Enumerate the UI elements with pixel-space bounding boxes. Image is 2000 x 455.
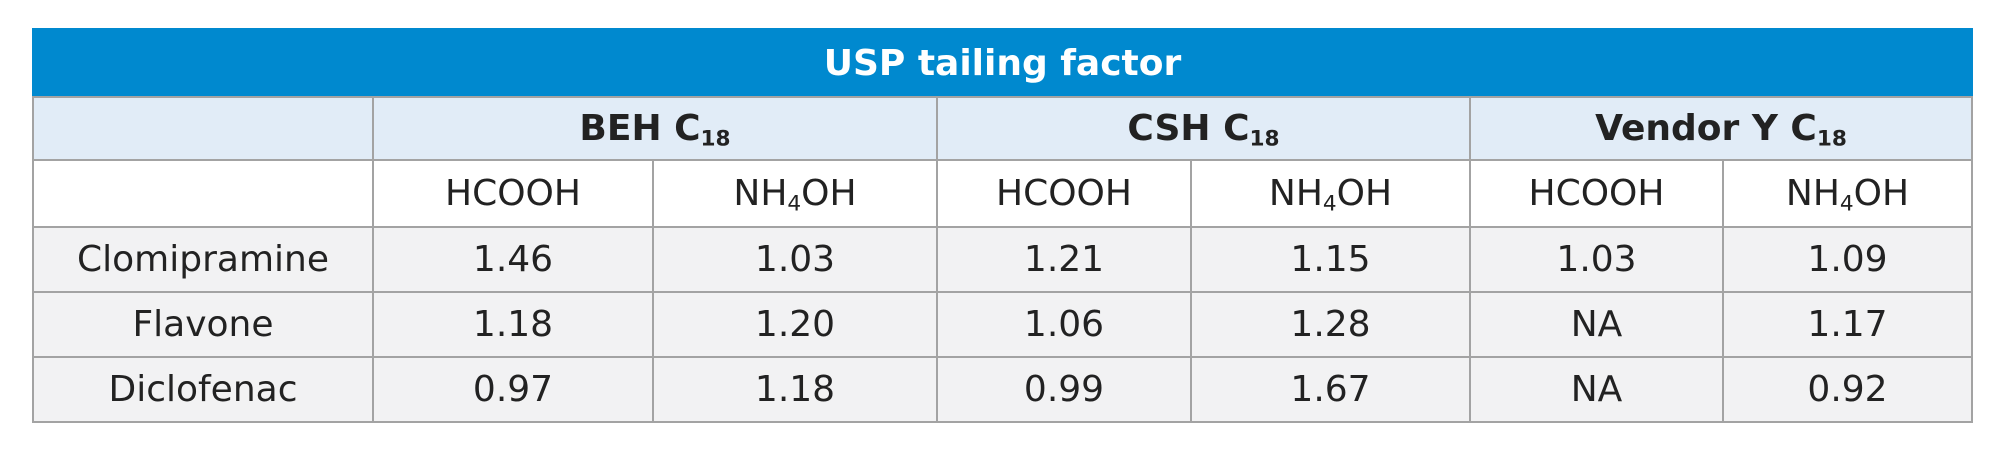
group-header: BEH C18 (372, 96, 938, 161)
text-part: NH (1268, 173, 1323, 214)
subscript: 4 (1839, 191, 1854, 217)
text-part: CSH C (1127, 108, 1250, 149)
text-part: NH (733, 173, 788, 214)
value-cell: 1.17 (1721, 291, 1974, 358)
empty-cell (32, 96, 374, 161)
value-cell: 1.09 (1721, 226, 1974, 293)
value-cell: 1.03 (652, 226, 938, 293)
data-row: Flavone 1.18 1.20 1.06 1.28 NA 1.17 (32, 291, 1974, 358)
text-part: NH (1785, 173, 1840, 214)
value-cell: 1.18 (372, 291, 654, 358)
row-label: Clomipramine (32, 226, 374, 293)
subscript: 4 (787, 191, 802, 217)
value-cell: 1.21 (936, 226, 1192, 293)
value-cell: 0.99 (936, 356, 1192, 423)
value-cell: 1.67 (1190, 356, 1471, 423)
value-cell: 1.20 (652, 291, 938, 358)
row-label: Diclofenac (32, 356, 374, 423)
subheader-row: HCOOH NH4OH HCOOH NH4OH HCOOH NH4OH (32, 159, 1974, 228)
value-cell: 1.28 (1190, 291, 1471, 358)
subscript: 4 (1322, 191, 1337, 217)
subscript: 18 (1249, 126, 1280, 152)
value-cell: NA (1469, 356, 1724, 423)
subscript: 18 (700, 126, 731, 152)
value-cell: 0.97 (372, 356, 654, 423)
text-part: HCOOH (445, 173, 581, 214)
value-cell: 1.06 (936, 291, 1192, 358)
group-row: BEH C18 CSH C18 Vendor Y C18 (32, 96, 1974, 161)
subscript: 18 (1816, 126, 1847, 152)
subheader: HCOOH (936, 159, 1192, 228)
empty-cell (32, 159, 374, 228)
table-body: USP tailing factor BEH C18 CSH C18 Vendor … (31, 28, 1974, 423)
text-part: BEH C (579, 108, 701, 149)
text-part: HCOOH (996, 173, 1132, 214)
text-part: OH (1336, 173, 1393, 214)
value-cell: 0.92 (1721, 356, 1974, 423)
table-title: USP tailing factor (31, 28, 1974, 98)
group-header: Vendor Y C18 (1468, 96, 1974, 161)
value-cell: NA (1469, 291, 1724, 358)
value-cell: 1.18 (652, 356, 938, 423)
text-part: OH (1853, 173, 1910, 214)
data-table: USP tailing factor BEH C18 CSH C18 Vendor … (31, 28, 1974, 423)
value-cell: 1.46 (372, 226, 654, 293)
text-part: Vendor Y C (1595, 108, 1817, 149)
subheader: HCOOH (372, 159, 654, 228)
text-part: HCOOH (1528, 173, 1665, 214)
subheader: HCOOH (1469, 159, 1724, 228)
group-header: CSH C18 (936, 96, 1471, 161)
row-label: Flavone (32, 291, 374, 358)
title-row: USP tailing factor (31, 28, 1974, 98)
value-cell: 1.03 (1469, 226, 1724, 293)
subheader: NH4OH (1721, 159, 1974, 228)
value-cell: 1.15 (1190, 226, 1471, 293)
subheader: NH4OH (652, 159, 938, 228)
data-row: Diclofenac 0.97 1.18 0.99 1.67 NA 0.92 (32, 356, 1974, 423)
subheader: NH4OH (1190, 159, 1471, 228)
text-part: OH (801, 173, 857, 214)
data-row: Clomipramine 1.46 1.03 1.21 1.15 1.03 1.09 (32, 226, 1974, 293)
